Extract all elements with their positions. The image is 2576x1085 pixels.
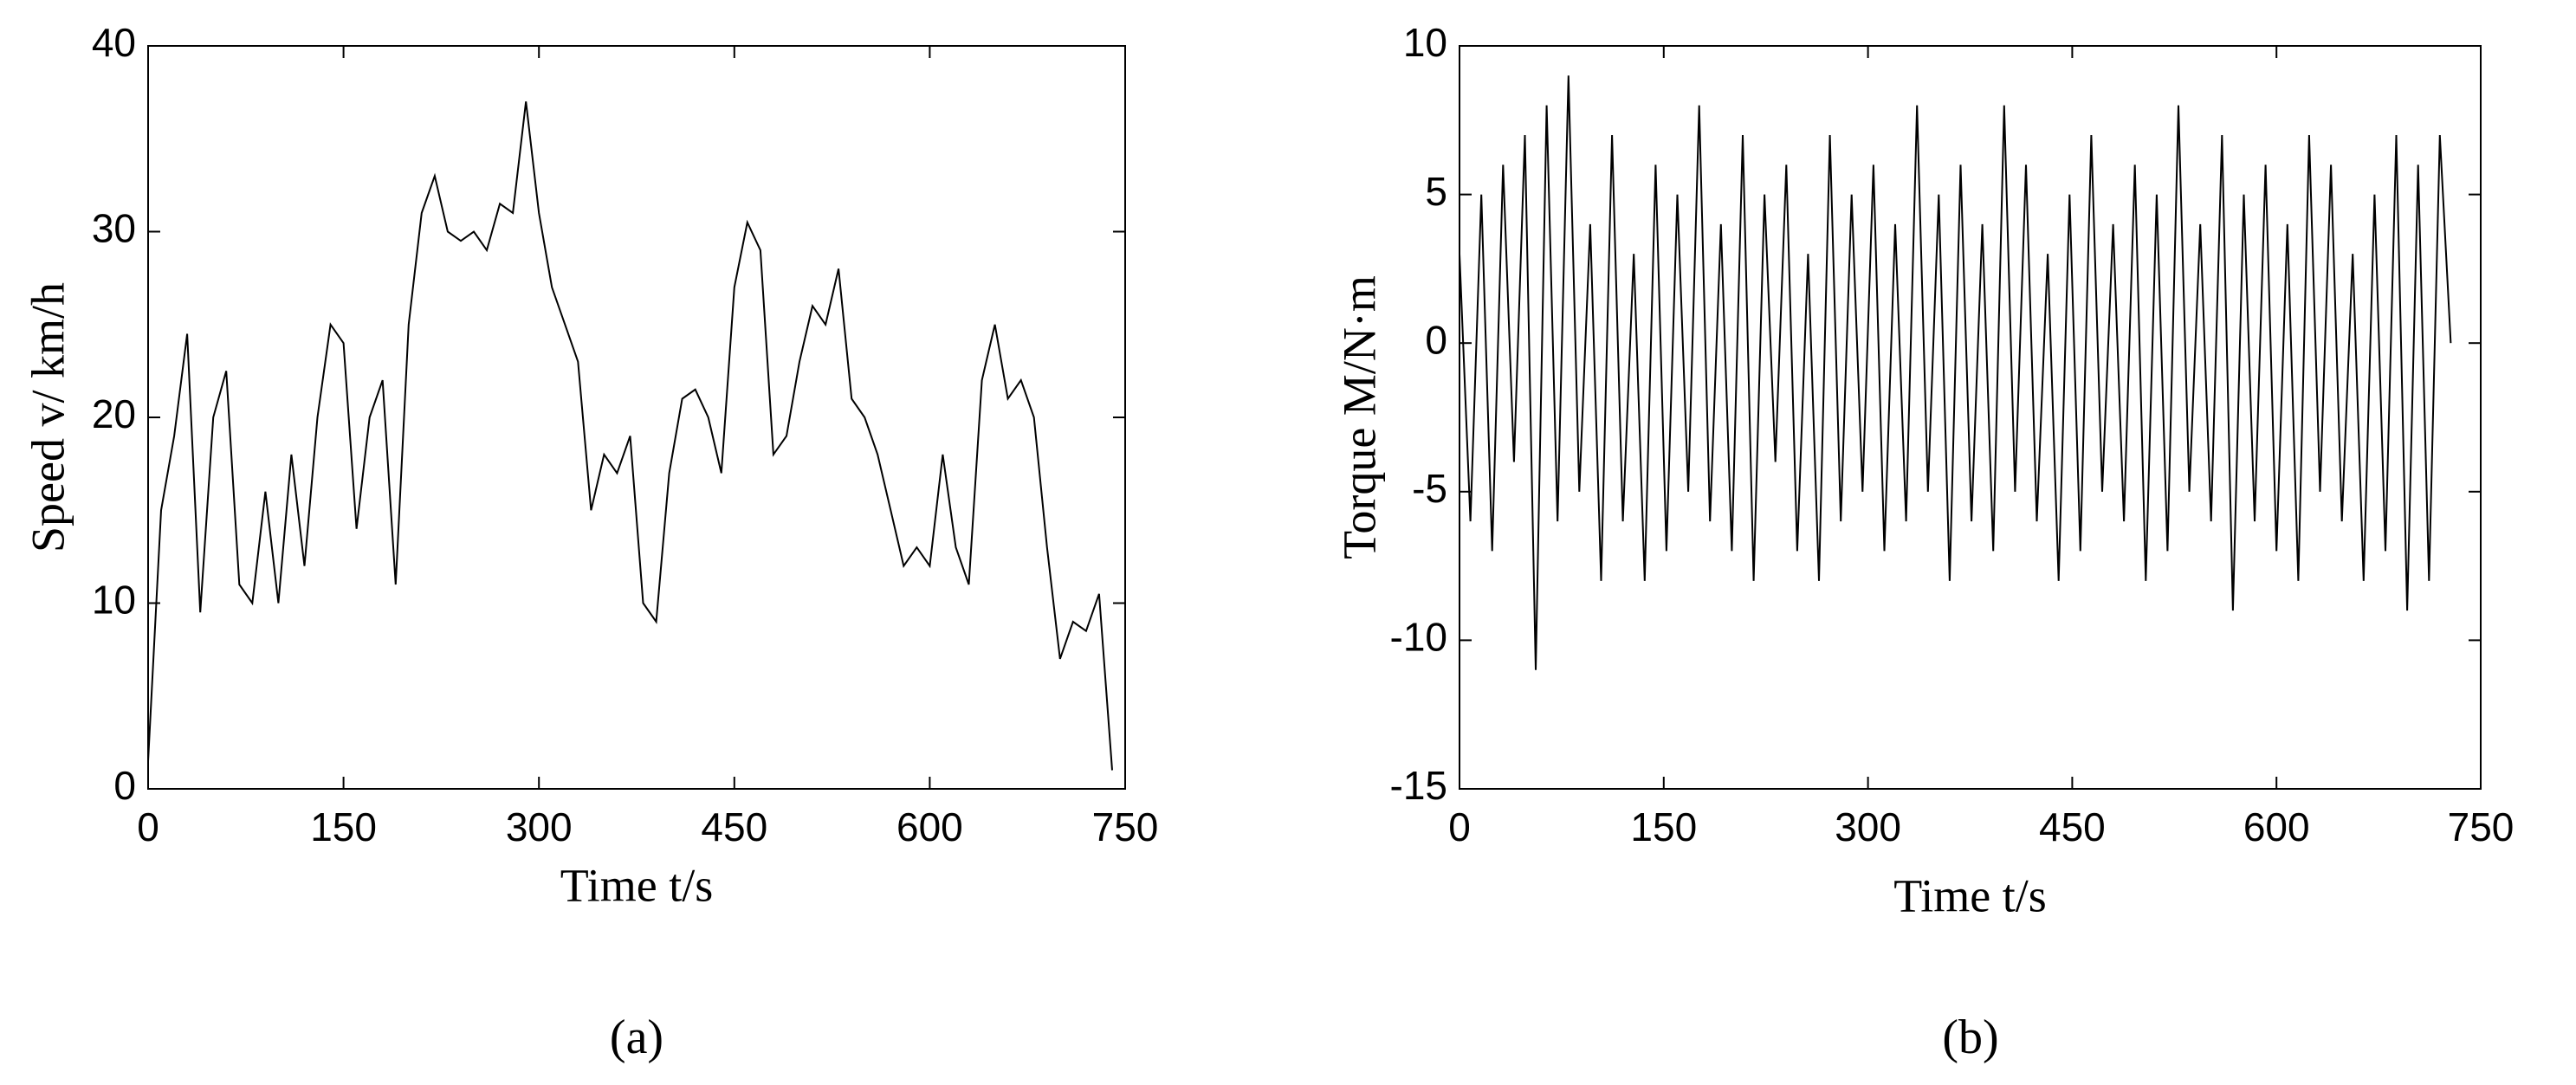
x-tick-label: 600 — [2243, 804, 2310, 849]
x-tick-label: 750 — [1092, 804, 1159, 849]
x-tick-label: 0 — [137, 804, 159, 849]
y-tick-label: 40 — [92, 20, 136, 65]
x-axis-label: Time t/s — [1893, 869, 2047, 921]
x-tick-label: 0 — [1448, 804, 1471, 849]
x-tick-label: 150 — [310, 804, 377, 849]
y-tick-label: 30 — [92, 206, 136, 251]
x-tick-label: 300 — [1835, 804, 1901, 849]
x-tick-label: 150 — [1630, 804, 1697, 849]
y-tick-label: 20 — [92, 391, 136, 436]
y-tick-label: 5 — [1425, 169, 1447, 214]
plot-frame — [147, 45, 1126, 790]
x-tick-label: 750 — [2448, 804, 2515, 849]
y-tick-label: -10 — [1390, 615, 1447, 660]
x-tick-label: 600 — [896, 804, 963, 849]
x-tick-label: 300 — [506, 804, 573, 849]
y-tick-label: -5 — [1412, 466, 1447, 511]
data-line — [1459, 75, 2452, 670]
plot-frame — [1459, 45, 2482, 790]
panel-caption: (b) — [1942, 1011, 1998, 1064]
x-tick-label: 450 — [701, 804, 767, 849]
y-tick-label: 10 — [1403, 20, 1447, 65]
y-axis-label: Speed v/ km/h — [22, 282, 74, 552]
y-axis-label: Torque M/N·m — [1333, 275, 1385, 559]
panel-caption: (a) — [610, 1011, 663, 1064]
data-line — [147, 101, 1113, 771]
y-tick-label: 0 — [113, 763, 136, 808]
y-tick-label: 0 — [1425, 317, 1447, 362]
x-axis-label: Time t/s — [560, 859, 714, 911]
x-tick-label: 450 — [2039, 804, 2106, 849]
y-tick-label: -15 — [1390, 763, 1447, 808]
y-tick-label: 10 — [92, 578, 136, 623]
